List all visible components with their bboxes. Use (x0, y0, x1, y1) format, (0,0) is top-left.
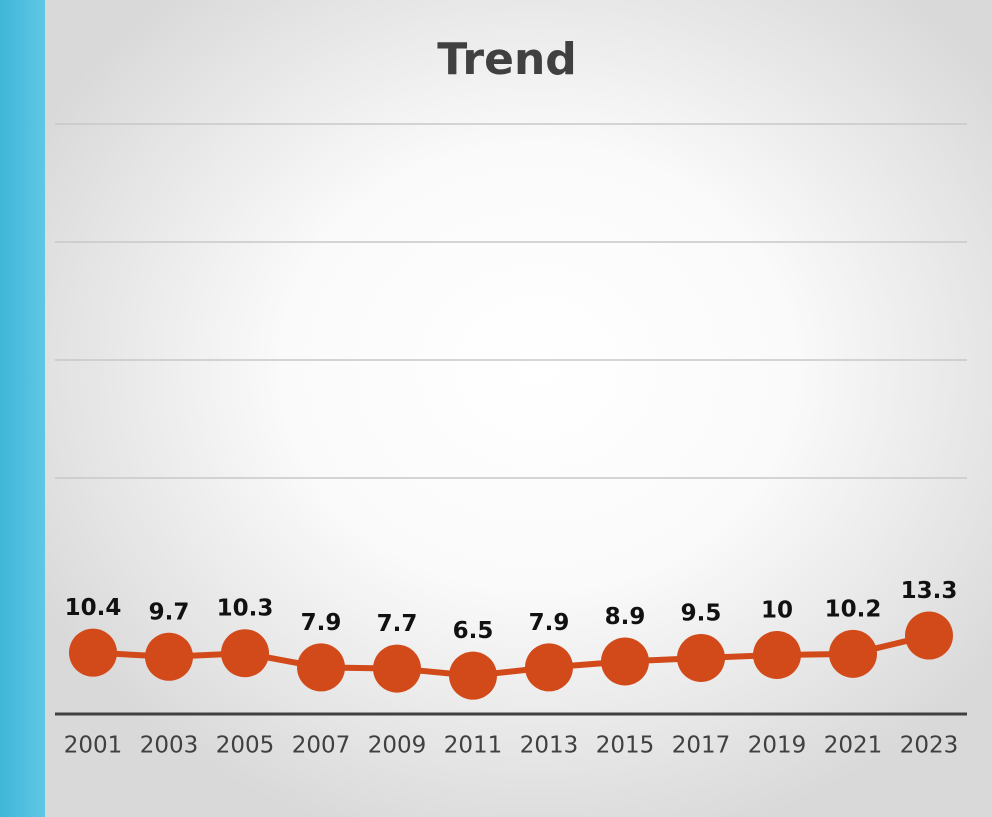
marker (69, 628, 117, 677)
data-label: 9.7 (149, 599, 190, 625)
data-label: 10.3 (217, 596, 274, 622)
x-tick-label: 2007 (292, 733, 351, 759)
marker (905, 611, 953, 660)
marker (829, 629, 877, 678)
x-tick-label: 2019 (748, 733, 807, 759)
data-label: 10 (761, 598, 793, 624)
x-tick-label: 2009 (368, 733, 427, 759)
x-tick-label: 2015 (596, 733, 655, 759)
data-label: 10.2 (825, 596, 882, 622)
data-label: 9.5 (681, 600, 722, 626)
x-tick-label: 2003 (140, 733, 199, 759)
marker (297, 643, 345, 692)
data-label: 6.5 (453, 618, 494, 644)
marker (373, 644, 421, 693)
data-label: 7.7 (377, 611, 418, 637)
x-tick-label: 2013 (520, 733, 579, 759)
data-label: 7.9 (529, 610, 570, 636)
marker (525, 643, 573, 692)
marker (601, 637, 649, 686)
data-label: 7.9 (301, 610, 342, 636)
marker (221, 629, 269, 678)
data-label: 8.9 (605, 604, 646, 630)
marker (753, 631, 801, 679)
x-tick-label: 2001 (64, 733, 123, 759)
data-label: 10.4 (65, 595, 122, 621)
marker (449, 651, 497, 700)
data-label: 13.3 (901, 578, 958, 604)
chart-area (45, 0, 992, 817)
x-tick-label: 2005 (216, 733, 275, 759)
x-tick-label: 2021 (824, 733, 883, 759)
x-tick-label: 2011 (444, 733, 503, 759)
marker (677, 633, 725, 682)
chart-title: Trend (437, 34, 577, 85)
x-tick-label: 2017 (672, 733, 731, 759)
x-tick-label: 2023 (900, 733, 959, 759)
marker (145, 632, 193, 681)
